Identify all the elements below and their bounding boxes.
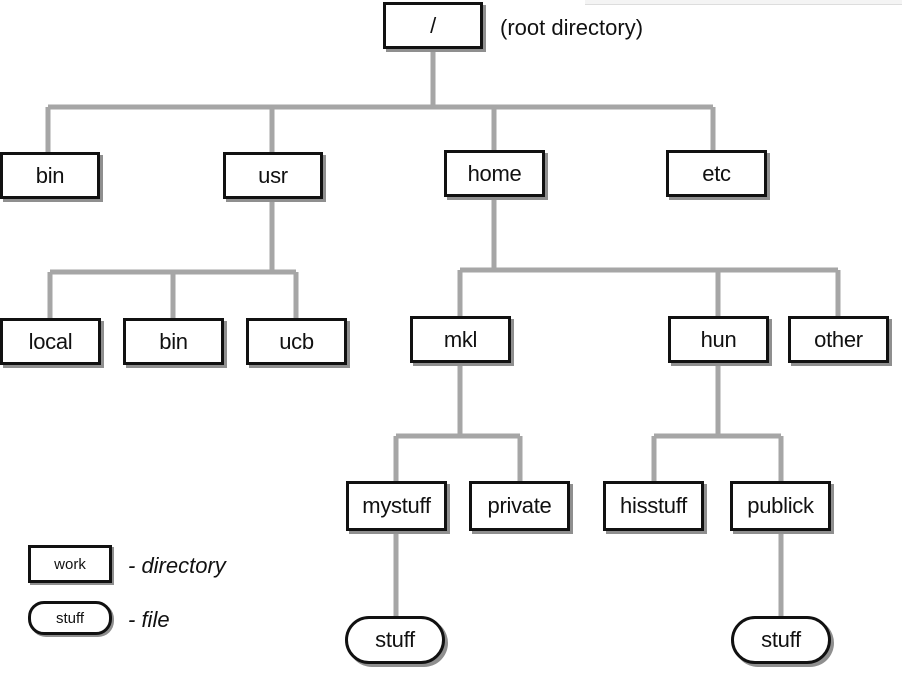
node-etc: etc [666, 150, 767, 197]
node-usr: usr [223, 152, 323, 199]
connector-root [45, 47, 716, 152]
node-mkl: mkl [410, 316, 511, 363]
node-other: other [788, 316, 889, 363]
node-hun: hun [668, 316, 769, 363]
connector-hun [651, 362, 784, 481]
node-usr-bin: bin [123, 318, 224, 365]
node-local: local [0, 318, 101, 365]
file-stuff-publick: stuff [731, 616, 831, 664]
connector-home [457, 196, 841, 316]
node-hisstuff: hisstuff [603, 481, 704, 531]
legend-directory-label: - directory [128, 553, 226, 578]
node-bin: bin [0, 152, 100, 199]
connector-usr [47, 199, 299, 318]
top-edge-decoration [585, 0, 902, 5]
connector-mkl [393, 362, 523, 481]
node-root: / [383, 2, 483, 49]
file-stuff-mystuff: stuff [345, 616, 445, 664]
legend-directory-example: work [28, 545, 112, 583]
root-directory-note: (root directory) [500, 15, 644, 40]
node-private: private [469, 481, 570, 531]
node-home: home [444, 150, 545, 197]
node-mystuff: mystuff [346, 481, 447, 531]
node-publick: publick [730, 481, 831, 531]
legend-file-label: - file [128, 607, 170, 632]
node-ucb: ucb [246, 318, 347, 365]
legend-file-example: stuff [28, 601, 112, 635]
